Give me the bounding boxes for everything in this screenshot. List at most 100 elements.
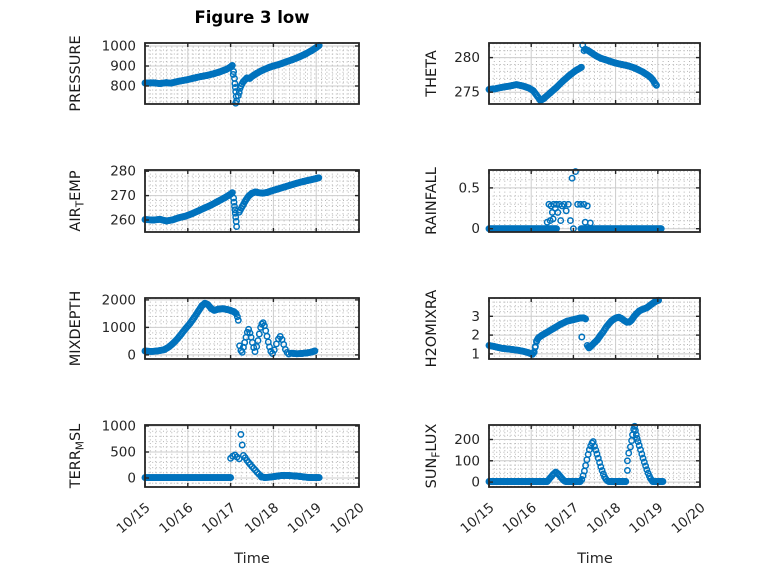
y-tick-labels: 800 900 1000 bbox=[102, 39, 136, 95]
data-point bbox=[564, 200, 572, 208]
data-markers bbox=[141, 41, 323, 107]
tick-marks bbox=[488, 298, 701, 359]
data-point bbox=[237, 430, 245, 438]
subplot-theta: 275 280 THETA bbox=[424, 41, 701, 105]
data-point bbox=[643, 466, 651, 474]
y-axis-label: H2OMIXRA bbox=[424, 290, 440, 368]
x-tick-label: 10/16 bbox=[156, 500, 196, 537]
data-point bbox=[592, 446, 600, 454]
data-point bbox=[640, 458, 648, 466]
tick-marks bbox=[488, 425, 701, 487]
data-point bbox=[234, 92, 242, 100]
data-point bbox=[315, 474, 323, 482]
tick-marks bbox=[488, 43, 701, 104]
y-tick-label: 1000 bbox=[102, 39, 136, 55]
data-point bbox=[633, 434, 641, 442]
data-point bbox=[631, 422, 639, 430]
data-point bbox=[233, 313, 241, 321]
data-point bbox=[638, 450, 646, 458]
x-tick-label: 10/16 bbox=[500, 500, 540, 537]
data-point bbox=[591, 442, 598, 450]
y-axis-label: THETA bbox=[424, 50, 440, 98]
y-tick-label: 270 bbox=[110, 188, 136, 204]
data-point bbox=[659, 478, 667, 485]
data-point bbox=[594, 454, 602, 462]
data-point bbox=[566, 217, 574, 225]
data-point bbox=[598, 467, 606, 475]
data-point bbox=[270, 346, 278, 354]
minor-grid bbox=[145, 170, 359, 232]
subplot-air-temp: 260 270 280 AIRTEMP bbox=[68, 164, 360, 233]
data-markers bbox=[141, 430, 323, 482]
data-point bbox=[583, 456, 591, 464]
data-point bbox=[245, 325, 253, 333]
data-point bbox=[227, 474, 235, 482]
x-tick-label: 10/19 bbox=[285, 500, 325, 537]
y-tick-label: 2 bbox=[471, 328, 480, 344]
data-point bbox=[642, 462, 650, 470]
x-tick-label: 10/20 bbox=[668, 500, 708, 537]
axes-box bbox=[144, 169, 360, 233]
data-markers bbox=[485, 296, 663, 358]
y-tick-label: 2000 bbox=[102, 292, 136, 308]
y-axis-label: TERRMSL bbox=[68, 424, 87, 490]
minor-grid bbox=[489, 43, 700, 104]
data-point bbox=[231, 80, 239, 88]
x-tick-label: 10/20 bbox=[327, 500, 367, 537]
y-tick-label: 1000 bbox=[102, 320, 136, 336]
data-point bbox=[596, 459, 604, 466]
y-tick-label: 0 bbox=[127, 471, 136, 487]
data-point bbox=[628, 437, 636, 445]
figure-title: Figure 3 low bbox=[194, 8, 310, 27]
data-point bbox=[560, 200, 568, 208]
y-tick-label: 0 bbox=[471, 475, 480, 491]
data-point bbox=[593, 450, 601, 458]
y-tick-label: 900 bbox=[110, 59, 136, 75]
axes-box bbox=[488, 297, 701, 360]
data-point bbox=[250, 344, 258, 351]
y-tick-label: 275 bbox=[454, 85, 480, 101]
y-tick-label: 0.5 bbox=[459, 180, 480, 196]
data-point bbox=[230, 198, 238, 206]
x-tick-labels: 10/15 10/16 10/17 10/18 10/19 10/20 bbox=[457, 500, 708, 537]
tick-marks bbox=[144, 43, 360, 104]
data-point bbox=[623, 466, 631, 474]
y-tick-labels: 1 2 3 bbox=[471, 309, 480, 363]
data-point bbox=[583, 202, 591, 210]
data-point bbox=[634, 438, 642, 446]
x-tick-label: 10/18 bbox=[584, 500, 624, 537]
data-point bbox=[568, 174, 576, 182]
data-point bbox=[582, 315, 590, 323]
major-grid bbox=[145, 43, 359, 104]
x-tick-labels: 10/15 10/16 10/17 10/18 10/19 10/20 bbox=[113, 500, 367, 537]
y-tick-label: 500 bbox=[110, 445, 136, 461]
y-tick-labels: 00.5 bbox=[459, 180, 480, 237]
subplot-pressure: 800 900 1000 PRESSURE bbox=[68, 35, 360, 112]
data-point bbox=[580, 200, 588, 208]
y-tick-label: 0 bbox=[127, 347, 136, 363]
subplot-sun-flux: 0 100 200 10/15 10/16 10/17 10/18 10/19 10/20 SUN… bbox=[424, 422, 709, 537]
data-point bbox=[234, 316, 242, 324]
y-tick-label: 1000 bbox=[102, 419, 136, 435]
y-tick-label: 200 bbox=[454, 432, 480, 448]
data-point bbox=[229, 70, 237, 78]
data-point bbox=[238, 441, 246, 449]
data-point bbox=[227, 63, 235, 71]
axes-box bbox=[144, 42, 360, 105]
data-point bbox=[311, 347, 319, 355]
data-point bbox=[637, 446, 644, 454]
data-point bbox=[557, 217, 565, 225]
x-tick-label: 10/15 bbox=[457, 500, 497, 537]
data-markers bbox=[141, 299, 319, 358]
tick-marks bbox=[144, 425, 360, 487]
data-point bbox=[578, 476, 586, 483]
major-grid bbox=[489, 298, 700, 359]
data-point bbox=[597, 463, 605, 471]
data-point bbox=[635, 442, 643, 449]
x-axis-label-left: Time bbox=[234, 551, 270, 567]
data-point bbox=[233, 223, 241, 231]
y-tick-labels: 0 100 200 bbox=[454, 432, 480, 491]
data-markers bbox=[485, 41, 660, 104]
